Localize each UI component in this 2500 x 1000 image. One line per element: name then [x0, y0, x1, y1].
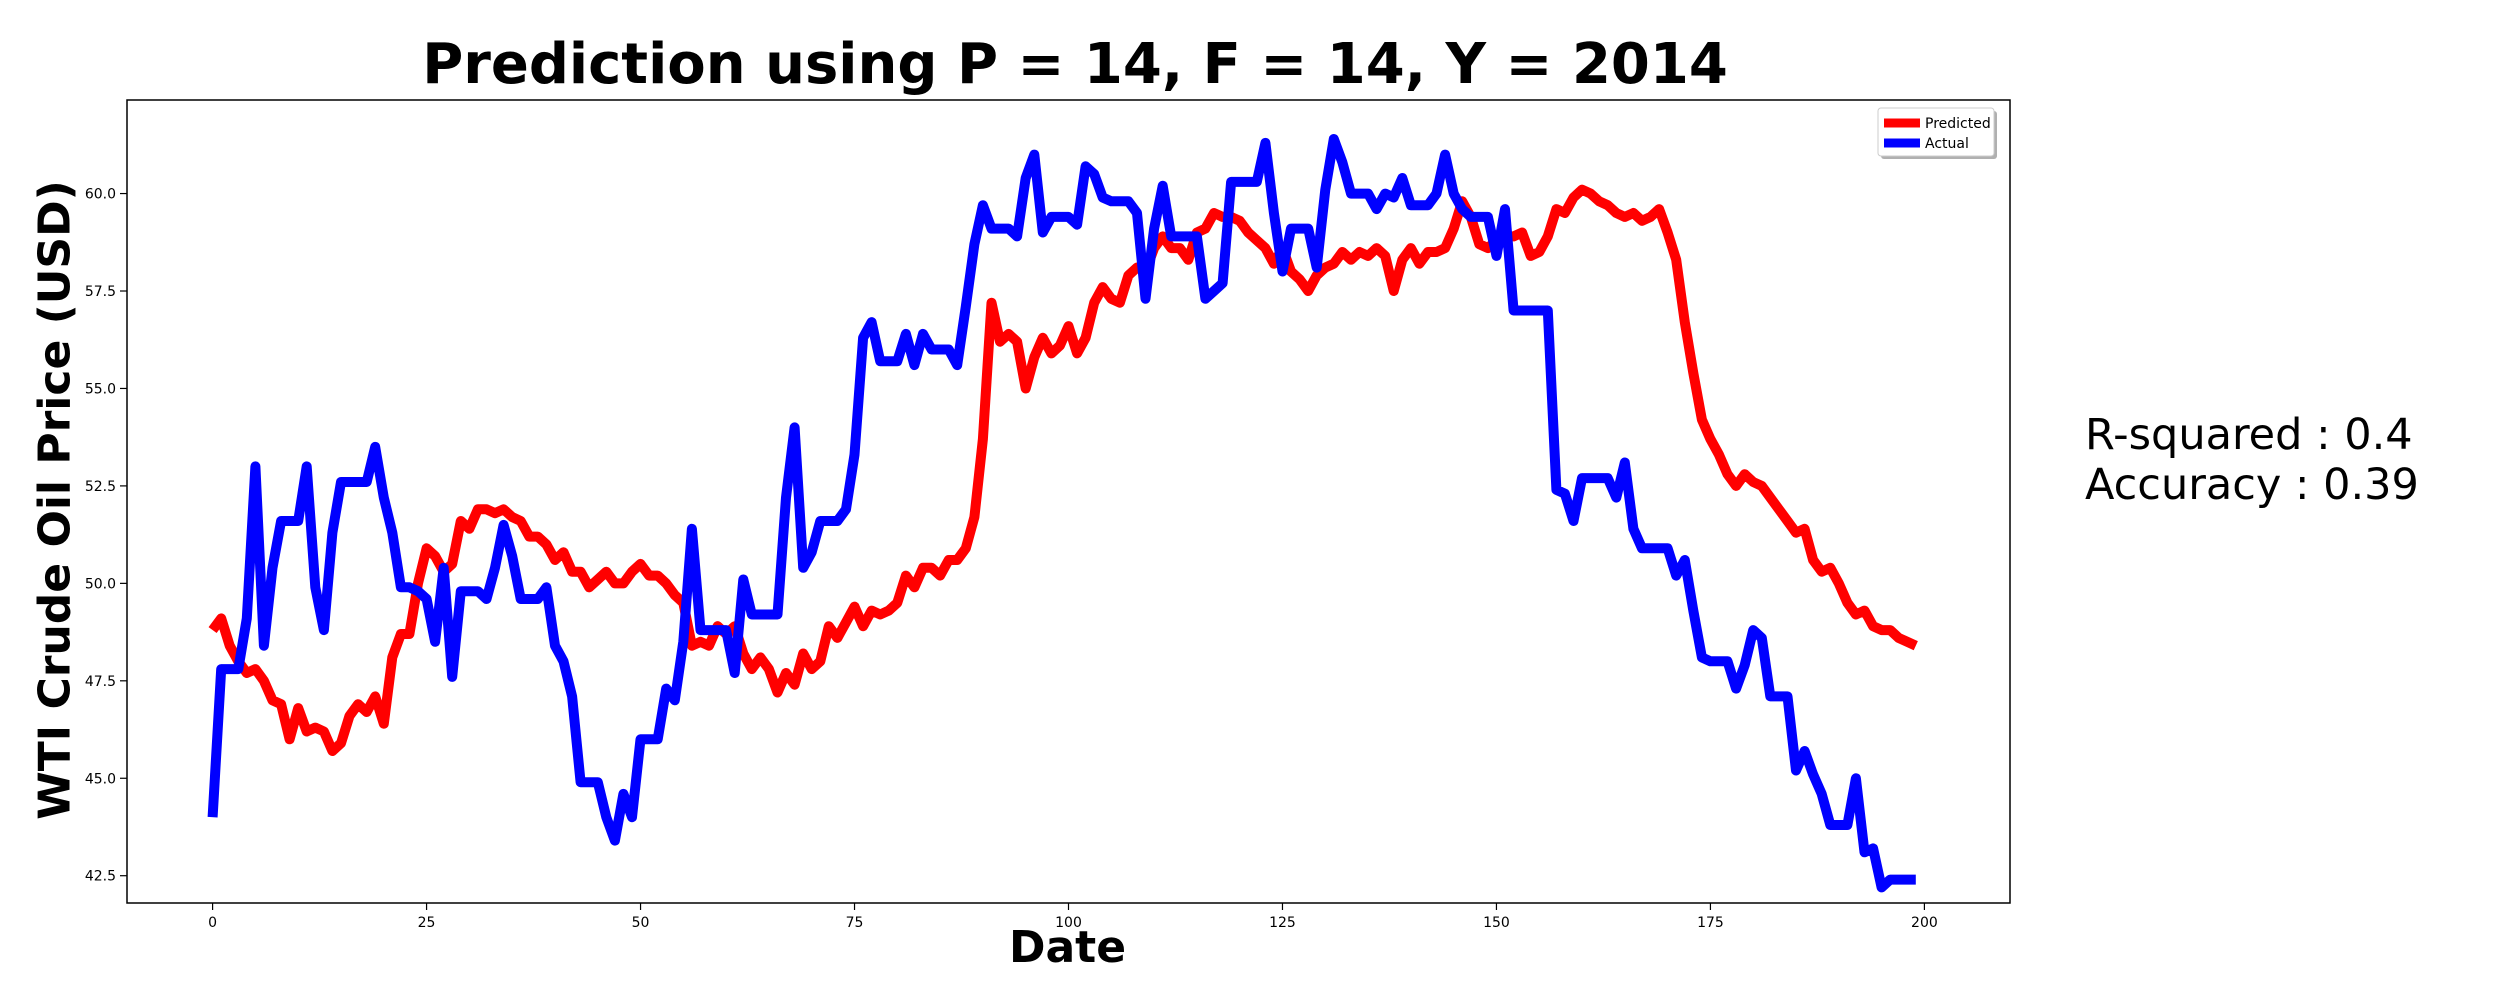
y-tick-label: 57.5	[85, 284, 116, 300]
legend-label-actual: Actual	[1925, 136, 1969, 152]
metrics-panel: R-squared : 0.4 Accuracy : 0.39	[2085, 410, 2419, 510]
series-line-actual	[207, 134, 1916, 893]
y-tick-label: 45.0	[85, 771, 116, 787]
x-tick-label: 50	[632, 915, 650, 931]
series-line-predicted	[208, 184, 1918, 756]
x-tick-label: 100	[1055, 915, 1082, 931]
x-axis-label: Date	[1008, 922, 1127, 973]
y-tick-label: 52.5	[85, 479, 116, 495]
x-tick-label: 150	[1483, 915, 1510, 931]
x-tick-label: 125	[1269, 915, 1296, 931]
accuracy-text: Accuracy : 0.39	[2085, 460, 2419, 510]
chart-title: Prediction using P = 14, F = 14, Y = 201…	[422, 32, 1728, 97]
x-tick-label: 175	[1697, 915, 1724, 931]
y-tick-label: 50.0	[85, 576, 116, 592]
y-tick-label: 47.5	[85, 674, 116, 690]
legend-label-predicted: Predicted	[1925, 116, 1991, 132]
r-squared-text: R-squared : 0.4	[2085, 410, 2413, 460]
y-tick-label: 55.0	[85, 381, 116, 397]
x-tick-label: 200	[1911, 915, 1938, 931]
x-tick-label: 25	[418, 915, 436, 931]
y-tick-label: 42.5	[85, 869, 116, 885]
x-tick-label: 75	[846, 915, 864, 931]
x-tick-label: 0	[208, 915, 217, 931]
y-tick-label: 60.0	[85, 187, 116, 203]
